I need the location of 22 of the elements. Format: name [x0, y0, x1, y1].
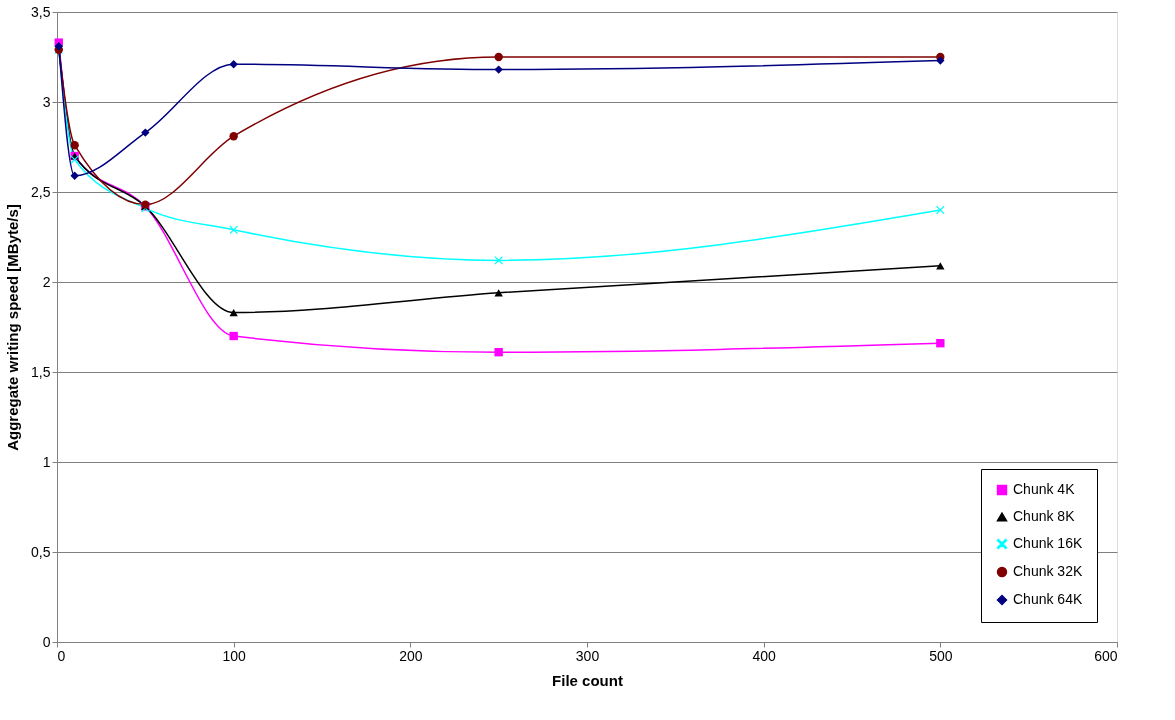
- x-tick-label: 500: [929, 647, 953, 664]
- x-tick-label: 300: [575, 647, 600, 664]
- y-tick-label: 3,5: [31, 3, 51, 20]
- y-tick-label: 2: [42, 273, 51, 290]
- legend-label: Chunk 4K: [1013, 481, 1076, 497]
- x-axis-title: File count: [552, 671, 623, 689]
- x-tick-label: 100: [222, 647, 247, 664]
- y-tick-label: 1: [42, 453, 51, 470]
- x-tick-label: 400: [752, 647, 777, 664]
- legend-label: Chunk 16K: [1013, 535, 1083, 551]
- x-tick-label: 600: [1094, 647, 1118, 664]
- x-tick-label: 0: [57, 647, 66, 664]
- y-tick-label: 1,5: [31, 363, 51, 380]
- y-tick-label: 0: [42, 633, 51, 650]
- y-tick-label: 3: [42, 93, 51, 110]
- y-tick-label: 2,5: [31, 183, 51, 200]
- x-tick-label: 200: [399, 647, 423, 664]
- y-tick-label: 0,5: [31, 543, 51, 560]
- legend-label: Chunk 8K: [1013, 508, 1076, 524]
- legend-label: Chunk 32K: [1013, 563, 1083, 579]
- y-axis-title: Aggregate writing speed [MByte/s]: [4, 204, 22, 451]
- legend-label: Chunk 64K: [1013, 591, 1083, 607]
